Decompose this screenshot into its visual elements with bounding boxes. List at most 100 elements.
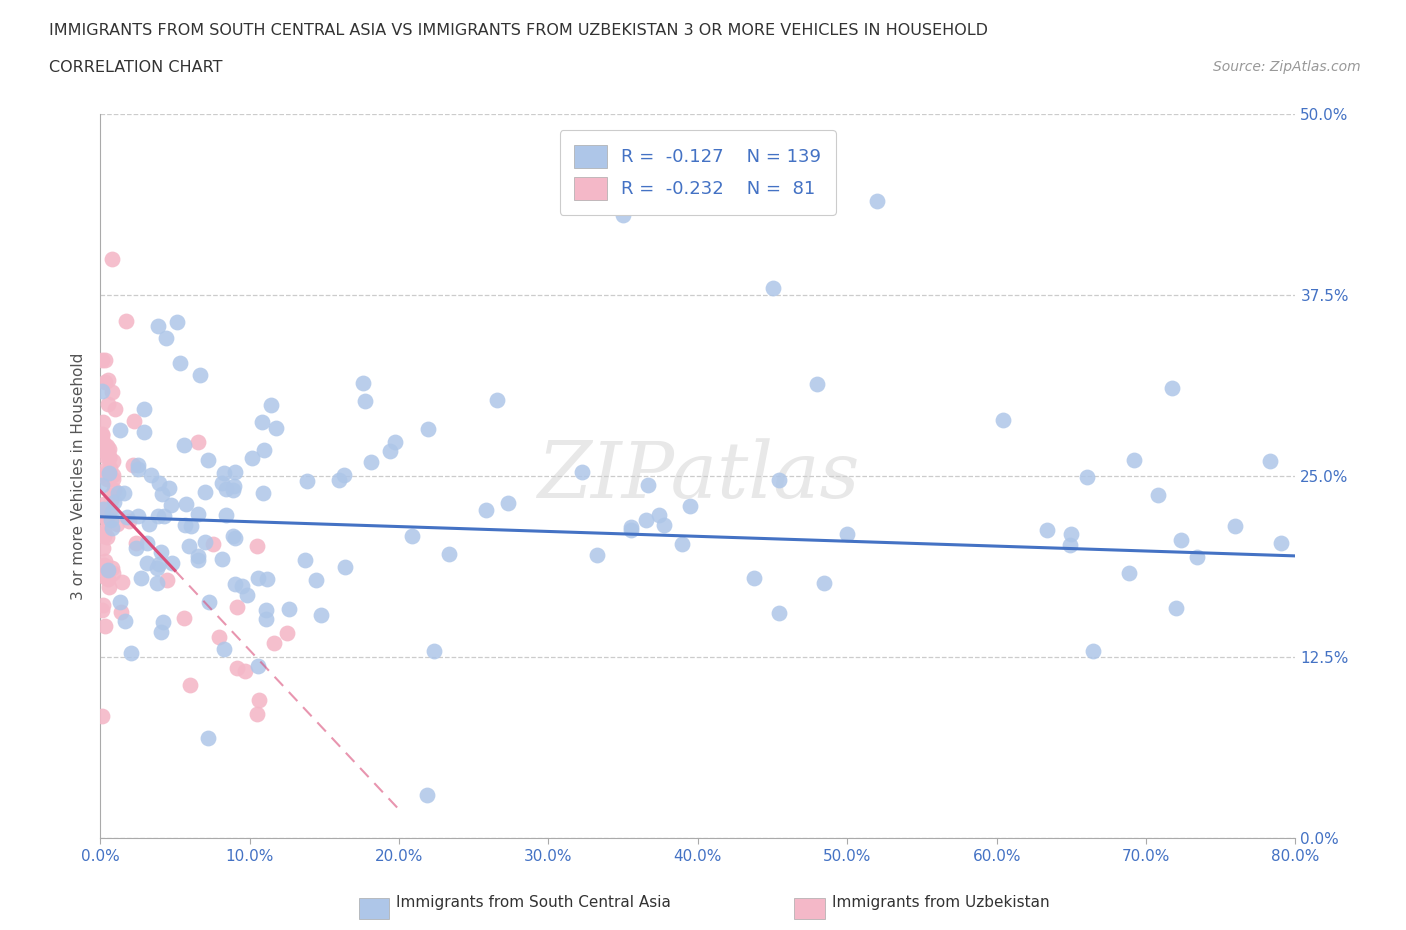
Text: Source: ZipAtlas.com: Source: ZipAtlas.com bbox=[1213, 60, 1361, 74]
Point bbox=[328, 472, 350, 487]
Point bbox=[100, 520, 122, 535]
Point bbox=[1118, 565, 1140, 580]
Point bbox=[94, 375, 117, 390]
Point bbox=[247, 692, 270, 707]
Y-axis label: 3 or more Vehicles in Household: 3 or more Vehicles in Household bbox=[72, 352, 86, 600]
Point bbox=[260, 397, 283, 412]
Point bbox=[122, 413, 145, 428]
Point bbox=[93, 524, 115, 538]
Point bbox=[156, 572, 179, 587]
Text: IMMIGRANTS FROM SOUTH CENTRAL ASIA VS IMMIGRANTS FROM UZBEKISTAN 3 OR MORE VEHIC: IMMIGRANTS FROM SOUTH CENTRAL ASIA VS IM… bbox=[49, 23, 988, 38]
Point bbox=[115, 509, 138, 524]
Point bbox=[1035, 523, 1057, 538]
Point bbox=[96, 439, 118, 454]
Point bbox=[236, 588, 259, 603]
Point bbox=[744, 570, 766, 585]
Point bbox=[226, 660, 249, 675]
Point bbox=[111, 575, 134, 590]
Point bbox=[256, 571, 278, 586]
Point bbox=[91, 597, 114, 612]
Point bbox=[108, 422, 131, 437]
Point bbox=[101, 561, 124, 576]
Point bbox=[252, 485, 274, 500]
Point bbox=[1270, 536, 1292, 551]
Point bbox=[157, 481, 180, 496]
Point bbox=[97, 373, 120, 388]
Point bbox=[637, 477, 659, 492]
Point bbox=[98, 580, 121, 595]
Point bbox=[96, 443, 118, 458]
Point bbox=[485, 392, 508, 407]
Point bbox=[174, 518, 197, 533]
Point bbox=[1146, 487, 1168, 502]
Point bbox=[98, 466, 121, 481]
Point bbox=[91, 502, 114, 517]
Point bbox=[176, 497, 198, 512]
Point bbox=[224, 531, 246, 546]
Point bbox=[360, 455, 382, 470]
Point bbox=[173, 611, 195, 626]
Point bbox=[211, 552, 233, 567]
Point bbox=[94, 352, 117, 367]
Point bbox=[93, 618, 115, 633]
Point bbox=[620, 519, 643, 534]
Point bbox=[423, 644, 446, 658]
Point bbox=[125, 540, 148, 555]
Point bbox=[90, 436, 112, 451]
Point bbox=[1122, 452, 1144, 467]
Point bbox=[96, 467, 118, 482]
Point bbox=[96, 444, 118, 458]
Point bbox=[155, 331, 177, 346]
Point bbox=[97, 571, 120, 586]
Point bbox=[152, 486, 174, 501]
Point bbox=[132, 402, 155, 417]
Point bbox=[120, 645, 142, 660]
Point bbox=[96, 472, 118, 486]
Point bbox=[187, 435, 209, 450]
Point bbox=[90, 507, 112, 522]
Point bbox=[991, 413, 1014, 428]
Point bbox=[146, 576, 169, 591]
Point bbox=[636, 512, 658, 527]
Point bbox=[93, 507, 115, 522]
Point bbox=[198, 594, 221, 609]
Point bbox=[129, 571, 152, 586]
Point bbox=[1060, 526, 1083, 541]
Point bbox=[146, 318, 169, 333]
Point bbox=[94, 437, 117, 452]
Point bbox=[246, 538, 269, 553]
Point bbox=[211, 475, 233, 490]
Point bbox=[134, 425, 156, 440]
Point bbox=[384, 434, 406, 449]
Point bbox=[127, 509, 149, 524]
Point bbox=[160, 498, 183, 512]
Point bbox=[215, 508, 238, 523]
Point bbox=[127, 461, 149, 476]
Point bbox=[437, 546, 460, 561]
Point bbox=[103, 483, 125, 498]
Point bbox=[231, 578, 253, 593]
Point bbox=[197, 731, 219, 746]
Point bbox=[1260, 453, 1282, 468]
Point bbox=[1076, 470, 1098, 485]
Point bbox=[415, 788, 437, 803]
Point bbox=[96, 512, 118, 527]
Point bbox=[813, 576, 835, 591]
Point bbox=[224, 464, 246, 479]
Point bbox=[194, 534, 217, 549]
Point bbox=[90, 603, 112, 618]
Point bbox=[254, 602, 277, 617]
Point bbox=[202, 537, 225, 551]
Point bbox=[122, 458, 145, 472]
Point bbox=[304, 572, 326, 587]
Point bbox=[294, 552, 316, 567]
Point bbox=[91, 427, 114, 442]
Point bbox=[571, 464, 593, 479]
Point bbox=[97, 397, 120, 412]
Point bbox=[90, 384, 112, 399]
Point bbox=[93, 497, 115, 512]
Point bbox=[110, 605, 132, 620]
Point bbox=[93, 462, 115, 477]
Point bbox=[94, 570, 117, 585]
Point bbox=[309, 607, 332, 622]
